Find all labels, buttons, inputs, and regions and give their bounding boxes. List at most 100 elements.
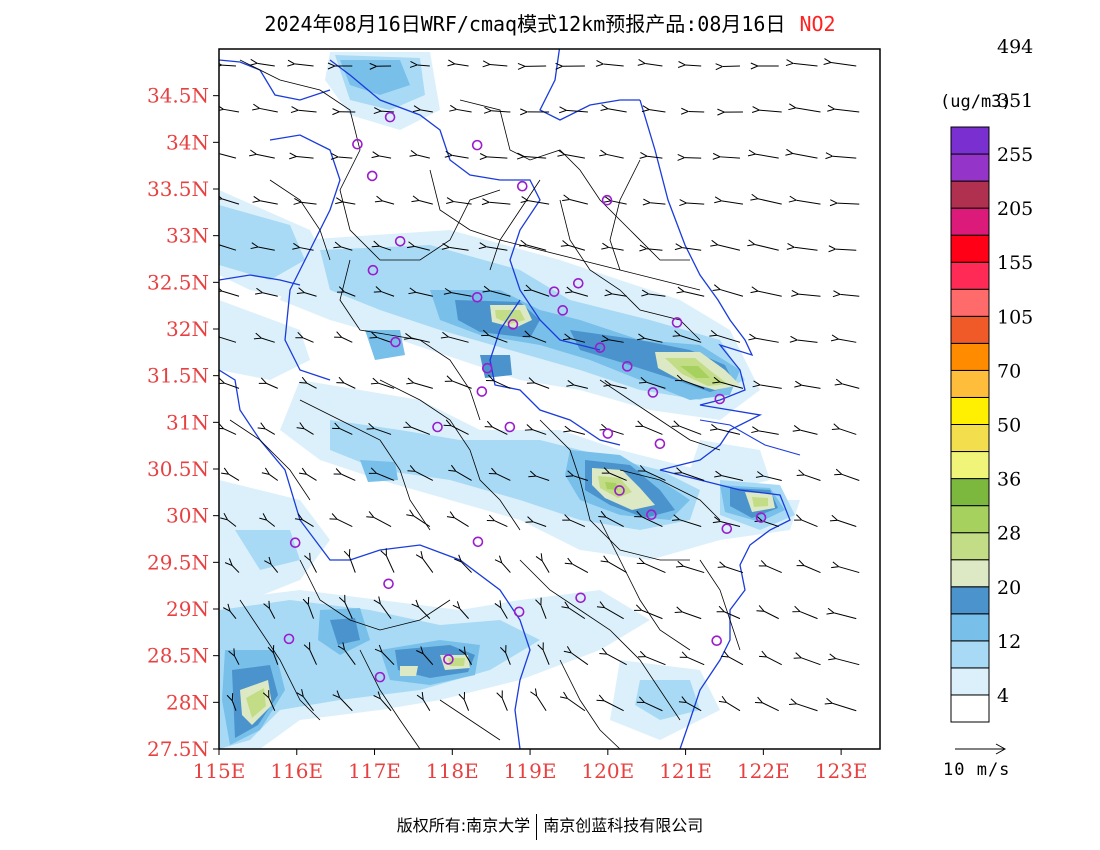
station-marker — [557, 305, 569, 316]
lon-tick-label: 120E — [581, 759, 634, 783]
wind-arrow — [609, 473, 627, 481]
colorbar-unit: (ug/m3) — [940, 92, 1012, 112]
wind-arrow — [222, 291, 240, 297]
wind-arrow — [489, 202, 511, 204]
colorbar-bin — [950, 396, 990, 426]
wind-arrow — [722, 476, 744, 481]
lat-tick-label: 32N — [166, 317, 209, 341]
wind-arrow — [301, 202, 317, 204]
station-marker — [602, 428, 614, 439]
wind-arrow — [451, 293, 472, 297]
wind-arrow — [687, 657, 705, 666]
wind-arrow — [643, 426, 663, 435]
wind-arrow — [835, 109, 860, 113]
wind-arrow — [303, 338, 314, 343]
wind-arrow — [834, 613, 857, 620]
wind-arrow — [374, 429, 392, 435]
wind-arrow — [755, 244, 779, 251]
wind-arrow — [487, 157, 508, 158]
colorbar-bin — [950, 315, 990, 344]
wind-arrow — [645, 63, 663, 67]
wind-arrow — [303, 697, 314, 712]
plot-frame — [218, 48, 881, 750]
wind-arrow — [257, 154, 275, 159]
no2-concentration-field — [219, 52, 800, 749]
station-marker — [711, 635, 722, 647]
wind-arrow — [349, 557, 356, 573]
wind-arrow — [340, 429, 353, 435]
colorbar-label: 351 — [997, 90, 1033, 112]
colorbar-label: 105 — [997, 306, 1033, 328]
wind-arrow — [569, 608, 586, 620]
wind-arrow — [304, 293, 317, 297]
wind-arrow — [642, 610, 663, 620]
wind-arrow — [271, 564, 279, 573]
wind-arrow — [755, 154, 779, 159]
wind-arrow — [502, 698, 508, 711]
wind-arrow — [263, 293, 278, 297]
wind-arrow — [682, 473, 705, 481]
footer-right: 南京创蓝科技有限公司 — [543, 816, 704, 835]
wind-arrow — [342, 337, 353, 343]
wind-arrow — [220, 337, 237, 343]
wind-arrow — [840, 294, 860, 296]
colorbar-label: 12 — [997, 631, 1021, 653]
wind-arrow — [688, 111, 705, 112]
wind-arrow — [382, 652, 395, 666]
colorbar-bin — [950, 424, 990, 453]
wind-arrow — [411, 427, 431, 435]
colorbar: 4 12 20 28 36 50 70 105 155 205 255 351 494 — [950, 36, 1033, 723]
wind-arrow — [222, 199, 240, 205]
wind-arrow — [414, 516, 431, 527]
wind-arrow — [304, 429, 314, 435]
wind-arrow — [337, 519, 353, 527]
wind-arrow — [449, 247, 469, 251]
wind-arrow — [570, 199, 589, 205]
wind-arrow — [832, 703, 857, 712]
wind-arrow — [220, 154, 237, 159]
wind-arrow — [340, 698, 353, 712]
wind-arrow — [833, 156, 857, 158]
wind-arrow — [801, 658, 821, 666]
wind-arrow — [680, 520, 702, 528]
wind-arrow — [345, 292, 356, 297]
wind-arrow — [718, 429, 741, 435]
plot-area — [219, 49, 880, 749]
wind-arrow — [379, 156, 392, 159]
station-marker — [755, 512, 767, 523]
wind-arrow — [490, 64, 508, 66]
wind-arrow — [839, 567, 860, 574]
wind-arrow — [687, 203, 705, 204]
station-marker — [504, 421, 516, 433]
wind-arrow — [609, 247, 624, 251]
wind-arrow — [465, 654, 473, 665]
lat-tick-label: 32.5N — [147, 270, 209, 294]
wind-arrow — [496, 474, 511, 481]
wind-arrow — [273, 653, 279, 665]
lat-tick-label: 31.5N — [147, 364, 209, 388]
station-marker — [374, 671, 386, 683]
wind-arrow — [374, 517, 392, 527]
wind-arrow — [680, 336, 702, 343]
wind-arrow — [417, 155, 430, 159]
wind-arrow — [219, 245, 237, 251]
wind-arrow — [644, 563, 666, 574]
wind-arrow — [604, 701, 624, 712]
wind-arrow — [647, 156, 663, 158]
colorbar-bin — [950, 207, 990, 236]
station-marker — [513, 606, 525, 618]
wind-arrow — [566, 110, 588, 112]
wind-arrow — [756, 338, 779, 343]
wind-arrow — [649, 110, 666, 113]
wind-arrow — [379, 383, 395, 389]
footer-separator — [536, 813, 538, 840]
lat-tick-label: 30.5N — [147, 457, 209, 481]
wind-arrow — [611, 385, 627, 389]
wind-arrow — [229, 474, 240, 481]
wind-arrow — [451, 426, 469, 435]
wind-arrow — [571, 339, 586, 343]
wind-arrow — [345, 650, 356, 665]
wind-arrow — [800, 612, 818, 620]
wind-arrow — [767, 657, 782, 666]
wind-arrow — [341, 474, 356, 481]
